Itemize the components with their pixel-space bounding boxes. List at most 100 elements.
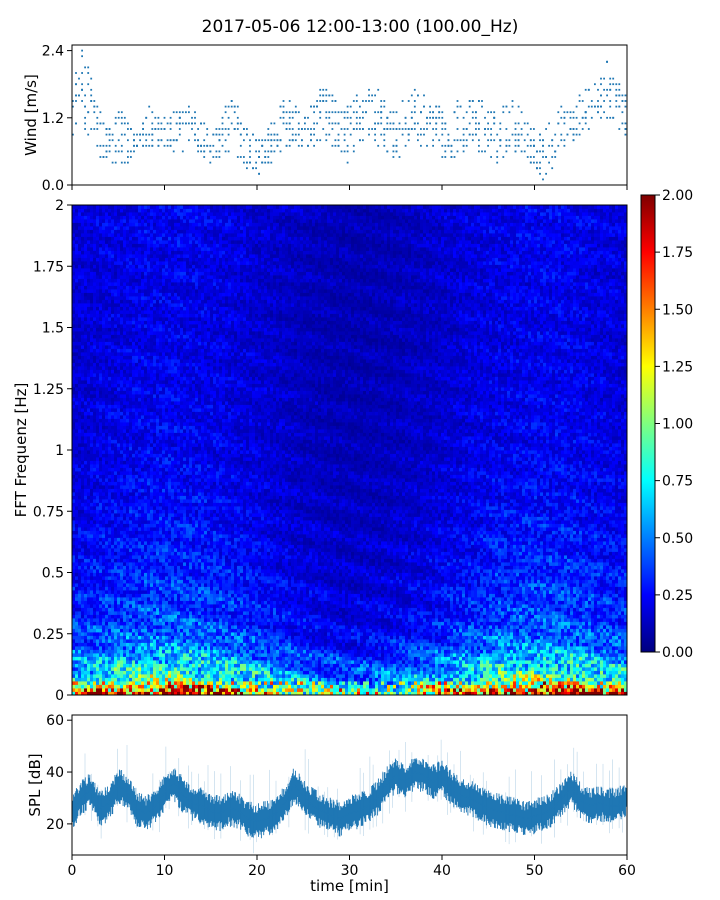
spectrogram-cell [78,639,82,643]
spectrogram-cell [408,635,412,640]
spectrogram-cell [315,621,319,626]
spectrogram-cell [438,646,442,650]
spectrogram-cell [381,674,385,678]
spectrogram-cell [354,674,358,678]
spectrogram-cell [540,632,544,636]
spectrogram-cell [72,684,76,689]
wind-point [563,116,566,119]
spectrogram-cell [582,663,586,668]
spectrogram-cell [531,677,535,682]
spectrogram-cell [168,681,172,685]
spectrogram-cell [567,628,571,633]
spectrogram-cell [597,660,601,664]
spectrogram-cell [156,684,160,689]
spectrogram-cell [528,632,532,636]
spectrogram-cell [108,656,112,661]
spectrogram-cell [600,639,604,643]
spectrogram-cell [135,681,139,685]
spectrogram-cell [108,681,112,685]
spectrogram-cell [270,625,274,629]
spectrogram-cell [495,660,499,664]
spectrogram-cell [531,663,535,668]
spectrogram-cell [582,649,586,654]
spectrogram-cell [546,635,550,640]
spectrogram-cell [546,688,550,692]
wind-point [301,144,303,147]
spectrogram-cell [270,642,274,647]
spectrogram-cell [120,677,124,682]
spectrogram-cell [609,656,613,661]
wind-point [346,144,349,147]
wind-point [325,100,328,102]
spectrogram-cell [99,663,103,668]
wind-point [81,83,83,86]
spectrogram-cell [84,649,88,654]
spectrogram-cell [528,670,532,675]
spectrogram-cell [225,674,229,678]
spectrogram-cell [243,667,247,671]
spectrogram-cell [279,621,283,626]
spectrogram-cell [555,649,559,654]
spectrogram-cell [162,628,166,633]
spectrogram-cell [318,656,322,661]
wind-point [459,139,462,142]
spectrogram-cell [273,691,277,696]
spectrogram-cell [345,670,349,675]
wind-point [279,150,282,153]
spectrogram-cell [228,649,232,654]
spectrogram-cell [129,688,133,692]
spectrogram-cell [339,688,343,692]
spectrogram-cell [471,667,475,671]
spectrogram-cell [375,635,379,640]
spectrogram-cell [396,639,400,643]
spectrogram-cell [297,621,301,626]
wind-point [230,100,233,102]
wind-point [478,100,480,102]
spectrogram-cell [180,653,184,657]
spectrogram-cell [492,663,496,668]
spectrogram-cell [111,670,115,675]
spectrogram-cell [378,670,382,675]
spectrogram-cell [213,674,217,678]
spectrogram-cell [177,639,181,643]
spectrogram-cell [567,621,571,626]
spectrogram-cell [318,646,322,650]
spectrogram-cell [198,684,202,689]
spectrogram-cell [489,691,493,696]
spectrogram-cell [510,639,514,643]
wind-point [117,116,120,119]
spectrogram-cell [228,663,232,668]
spectrogram-cell [153,639,157,643]
wind-point [346,161,349,164]
spectrogram-cell [276,628,280,633]
spectrogram-cell [255,635,259,640]
spectrogram-cell [240,642,244,647]
spectrogram-cell [168,632,172,636]
spectrogram-cell [537,681,541,685]
spectrogram-cell [582,625,586,629]
wind-point [151,139,154,142]
spectrogram-cell [441,649,445,654]
spectrogram-cell [84,656,88,661]
spectrogram-cell [498,677,502,682]
spectrogram-cell [237,649,241,654]
wind-point [615,94,618,97]
spectrogram-cell [348,660,352,664]
spectrogram-cell [294,667,298,671]
spectrogram-cell [183,663,187,668]
spectrogram-cell [213,670,217,675]
spectrogram-cell [111,646,115,650]
spectrogram-cell [423,688,427,692]
spectrogram-cell [384,628,388,633]
spectrogram-cell [129,639,133,643]
spectrogram-cell [435,681,439,685]
spectrogram-cell [513,674,517,678]
spectrogram-cell [378,684,382,689]
spectrogram-cell [234,635,238,640]
spectrogram-cell [141,628,145,633]
spectrogram-cell [561,621,565,626]
spectrogram-cell [459,684,463,689]
spectrogram-cell [153,653,157,657]
spectrogram-cell [441,677,445,682]
wind-point [337,111,340,114]
